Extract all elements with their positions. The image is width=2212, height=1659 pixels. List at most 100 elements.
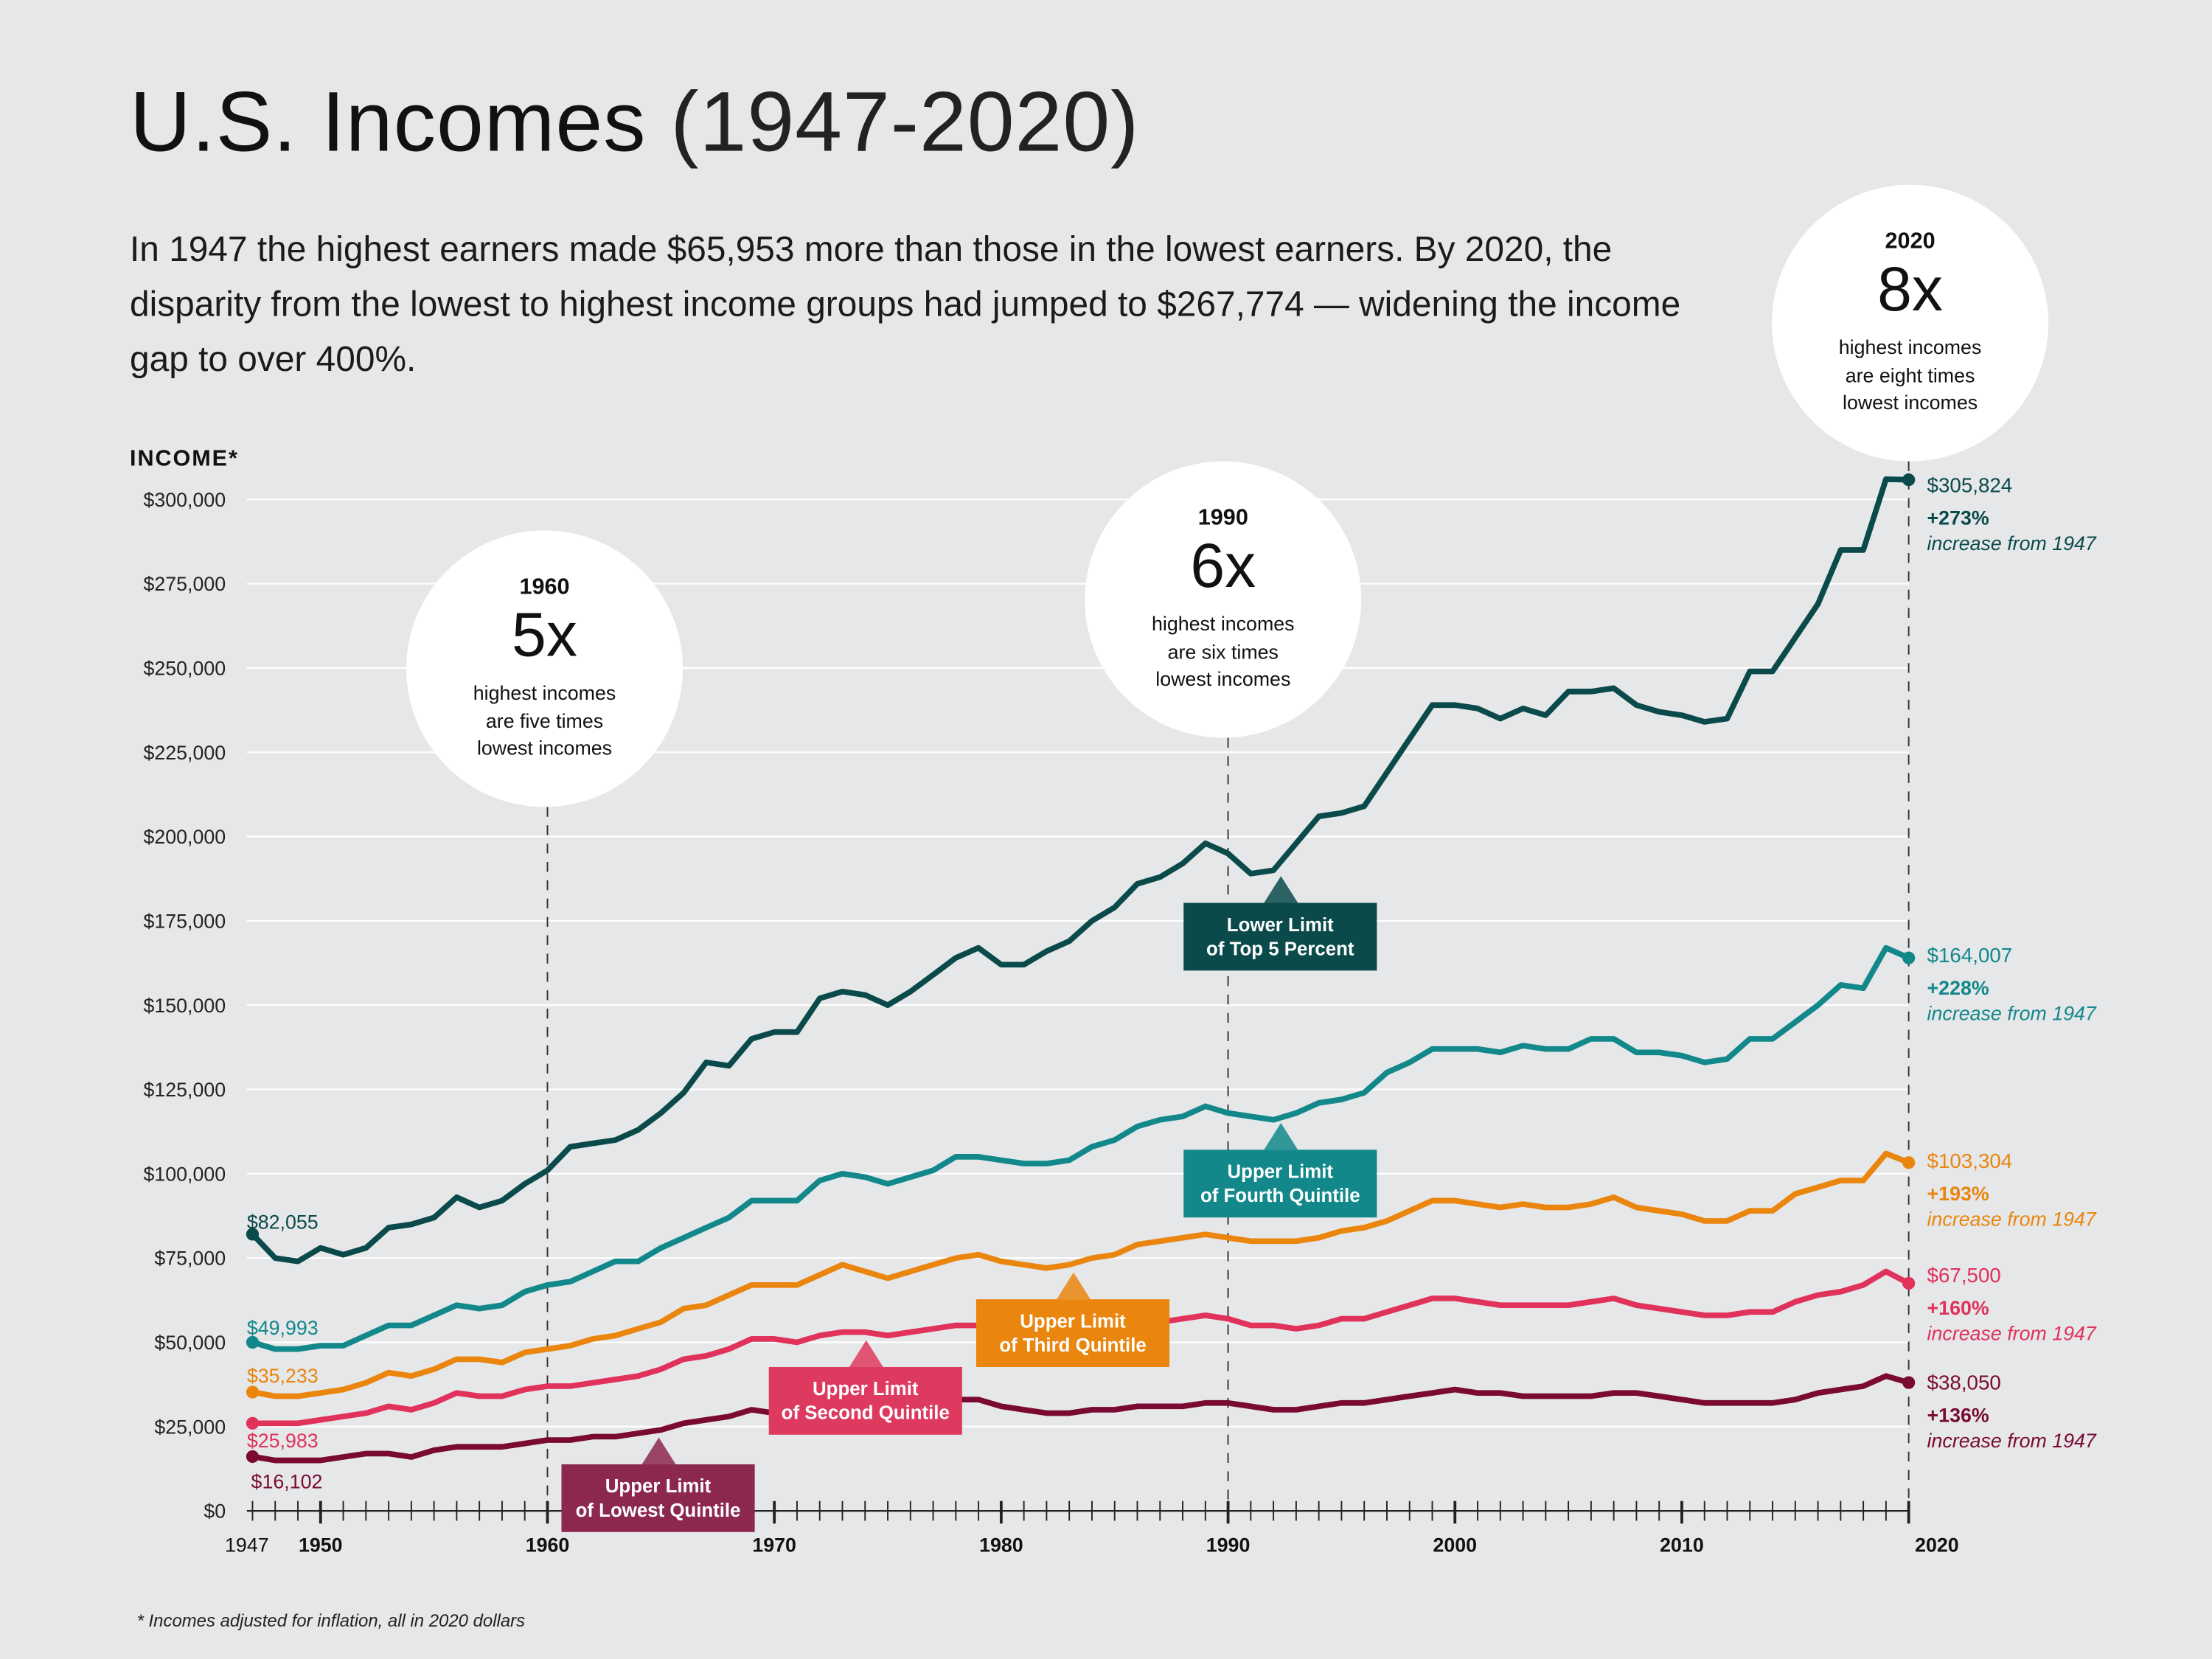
y-tick-label: $25,000	[154, 1416, 226, 1438]
pct-change: +160%	[1927, 1296, 1989, 1319]
callout-second-quintile: Upper Limit of Second Quintile	[768, 1340, 962, 1435]
end-label-fourth: $164,007 +228% increase from 1947	[1927, 944, 2096, 1026]
page-title: U.S. Incomes (1947-2020)	[130, 73, 1139, 170]
y-tick-label: $225,000	[143, 742, 226, 764]
pct-text: increase from 1947	[1927, 1207, 2096, 1231]
callout-text: of Fourth Quintile	[1200, 1185, 1360, 1206]
x-tick-label: 1947	[225, 1534, 269, 1557]
reference-lines	[546, 461, 1910, 1512]
start-label-top-5: $82,055	[246, 1210, 319, 1234]
start-label-third: $35,233	[246, 1364, 319, 1387]
end-point	[1902, 951, 1916, 964]
x-tick-label: 1980	[979, 1534, 1023, 1557]
y-axis-ticks: $0 $25,000 $50,000 $75,000 $100,000 $125,000 $…	[143, 489, 226, 1523]
callout-text: of Lowest Quintile	[575, 1499, 741, 1521]
pointer-triangle	[848, 1340, 883, 1367]
end-value: $67,500	[1927, 1265, 2001, 1288]
callout-text: of Top 5 Percent	[1206, 938, 1354, 960]
start-label-fourth: $49,993	[246, 1316, 319, 1339]
end-value: $305,824	[1927, 475, 2013, 498]
pct-text: increase from 1947	[1927, 1429, 2096, 1452]
y-tick-label: $250,000	[143, 657, 226, 679]
end-label-third: $103,304 +193% increase from 1947	[1927, 1150, 2096, 1231]
callout-text: of Second Quintile	[781, 1402, 950, 1424]
start-point	[246, 1385, 260, 1399]
circle-text: highest incomes	[1838, 335, 1982, 358]
start-point	[246, 1416, 260, 1430]
end-label-lowest: $38,050 +136% increase from 1947	[1927, 1371, 2096, 1453]
callout-text: of Third Quintile	[999, 1334, 1147, 1356]
y-tick-label: $125,000	[143, 1079, 226, 1101]
y-tick-label: $50,000	[154, 1332, 226, 1354]
circle-text: highest incomes	[1152, 612, 1295, 635]
y-tick-label: $100,000	[143, 1163, 226, 1185]
x-tick-label: 2010	[1660, 1534, 1704, 1557]
callout-lowest-quintile: Upper Limit of Lowest Quintile	[561, 1437, 755, 1532]
end-value: $103,304	[1927, 1151, 2013, 1174]
y-axis-label: INCOME*	[130, 447, 239, 472]
callout-circle-1990: 1990 6x highest incomes are six times lowe…	[1085, 461, 1362, 738]
callout-text: Upper Limit	[605, 1475, 712, 1497]
circle-year: 1990	[1197, 506, 1248, 531]
pointer-triangle	[641, 1437, 675, 1464]
series-line-4	[249, 1373, 1912, 1464]
y-tick-label: $300,000	[143, 489, 226, 511]
end-value: $38,050	[1927, 1372, 2001, 1396]
series-line-1	[249, 945, 1912, 1352]
callout-text: Upper Limit	[1227, 1160, 1334, 1182]
pct-change: +193%	[1927, 1182, 1989, 1205]
start-point	[246, 1335, 260, 1349]
callout-text: Lower Limit	[1226, 913, 1334, 935]
pointer-triangle	[1263, 1122, 1298, 1150]
start-point	[246, 1450, 260, 1464]
pointer-triangle	[1263, 876, 1298, 903]
start-label-lowest: $16,102	[251, 1470, 323, 1493]
end-point	[1902, 1156, 1916, 1169]
x-tick-label: 2020	[1915, 1534, 1959, 1557]
callout-top-5-percent: Lower Limit of Top 5 Percent	[1183, 876, 1377, 971]
callout-third-quintile: Upper Limit of Third Quintile	[975, 1272, 1170, 1367]
pct-text: increase from 1947	[1927, 1001, 2096, 1025]
pct-change: +136%	[1927, 1403, 1989, 1427]
title-years: (1947-2020)	[670, 74, 1140, 170]
callout-circle-2020: 2020 8x highest incomes are eight times lo…	[1772, 184, 2049, 462]
y-tick-label: $200,000	[143, 826, 226, 848]
circle-text: are six times	[1167, 639, 1279, 663]
y-tick-label: $0	[204, 1500, 226, 1523]
circle-multiple: 6x	[1190, 532, 1256, 602]
x-tick-label: 1970	[752, 1534, 796, 1557]
circle-multiple: 8x	[1877, 255, 1944, 325]
callout-text: Upper Limit	[1020, 1310, 1126, 1332]
circle-text: are five times	[485, 709, 604, 732]
callout-circle-1960: 1960 5x highest incomes are five times low…	[406, 530, 684, 807]
pointer-triangle	[1056, 1272, 1091, 1300]
circle-year: 1960	[519, 575, 570, 600]
circle-text: are eight times	[1845, 363, 1975, 386]
pct-change: +228%	[1927, 975, 1989, 999]
circle-year: 2020	[1885, 229, 1935, 254]
series-line-0	[249, 476, 1912, 1265]
pct-text: increase from 1947	[1927, 532, 2096, 554]
end-point	[1902, 473, 1916, 487]
series-line-2	[249, 1150, 1912, 1399]
callout-text: Upper Limit	[813, 1377, 919, 1399]
end-point	[1902, 1276, 1916, 1290]
y-tick-label: $175,000	[143, 910, 226, 932]
end-label-second: $67,500 +160% increase from 1947	[1927, 1264, 2096, 1346]
pct-text: increase from 1947	[1927, 1321, 2096, 1345]
intro-paragraph: In 1947 the highest earners made $65,953…	[130, 229, 1681, 380]
y-tick-label: $75,000	[154, 1248, 226, 1270]
end-point	[1902, 1376, 1916, 1389]
start-point	[246, 1228, 260, 1241]
circle-multiple: 5x	[512, 601, 577, 670]
callout-fourth-quintile: Upper Limit of Fourth Quintile	[1183, 1122, 1377, 1218]
x-axis: 1947 1950 1960 1970 1980 1990 2000 2010 2020	[225, 1500, 1959, 1557]
x-tick-label: 1960	[526, 1534, 570, 1557]
circle-text: lowest incomes	[476, 736, 613, 759]
footnote: * Incomes adjusted for inflation, all in…	[136, 1610, 526, 1631]
circle-text: lowest incomes	[1842, 390, 1978, 414]
x-tick-label: 1950	[299, 1534, 343, 1557]
x-tick-label: 1990	[1206, 1534, 1251, 1557]
